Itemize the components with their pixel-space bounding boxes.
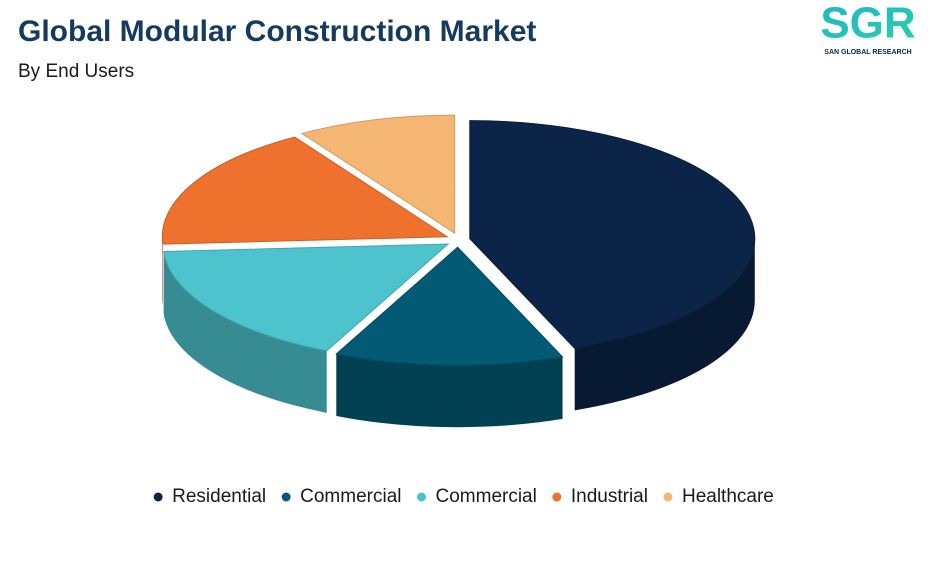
- chart-subtitle: By End Users: [18, 61, 134, 82]
- slice: [161, 136, 449, 245]
- slice: [163, 243, 450, 352]
- pie: [161, 114, 756, 428]
- legend-label: Residential: [172, 486, 266, 507]
- slice-side: [162, 236, 163, 307]
- legend-label: Healthcare: [682, 486, 774, 507]
- slice-side: [574, 238, 755, 411]
- legend: Residential Commercial Commercial Industria…: [153, 486, 774, 507]
- slice: [300, 114, 456, 235]
- legend-label: Commercial: [300, 486, 401, 507]
- legend-marker: [552, 492, 562, 502]
- legend-marker: [417, 492, 426, 502]
- slice: [335, 246, 564, 366]
- slice-side: [336, 353, 563, 428]
- legend-label: Commercial: [436, 486, 537, 507]
- slice: [469, 120, 756, 349]
- legend-marker: [663, 492, 673, 502]
- logo-text: SGR: [820, 0, 915, 48]
- logo-tagline: SAN GLOBAL RESEARCH: [824, 49, 911, 56]
- legend-marker: [153, 492, 163, 502]
- slice-side: [163, 251, 327, 413]
- legend-marker: [281, 492, 291, 502]
- legend-label: Industrial: [571, 486, 648, 507]
- chart-title: Global Modular Construction Market: [18, 15, 536, 48]
